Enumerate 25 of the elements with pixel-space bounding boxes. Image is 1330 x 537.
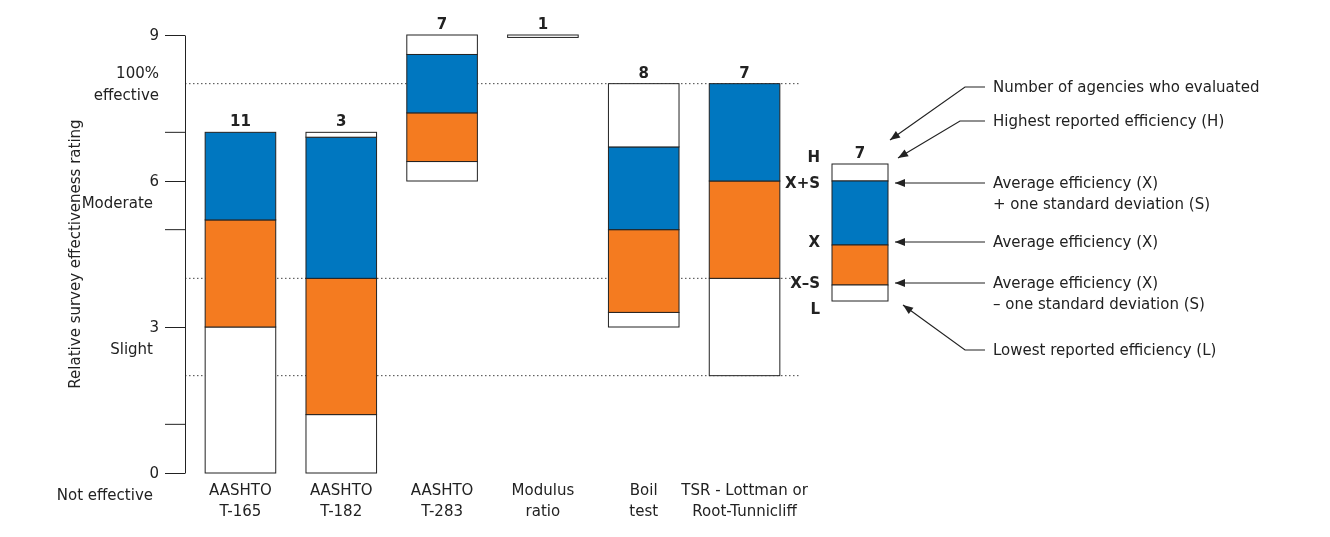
annotation: 7 [436,15,448,33]
x-tick-label: Modulus ratio [511,481,575,520]
annotation: 11 [230,112,251,131]
y-tick-label: 6 [149,172,159,191]
annotation: 1 [537,15,549,33]
annotation: 8 [638,63,649,82]
text: Moderate [81,193,153,212]
x-tick-label: AASHTO T-182 [309,481,373,520]
y-axis-title: Relative survey effectiveness rating [66,119,84,389]
x-tick-label: AASHTO T-165 [209,481,272,520]
annotation: X–S [790,273,820,292]
x-tick-label: TSR - Lottman or Root-Tunnicliff [680,481,809,520]
y-tick-label: 3 [149,318,159,337]
text: Not effective [56,485,153,504]
bar [507,34,579,38]
annotation: 7 [739,63,750,82]
x-tick-label: AASHTO T-283 [410,481,474,520]
y-tick-label: 9 [149,26,159,45]
annotation: X+S [785,173,820,192]
x-tick-label: Boil test [629,481,659,520]
y-tick-label: 0 [149,464,159,483]
ref-line-label: 100% effective [93,63,159,104]
key-diagram: H 7 X+S X X–S L Number of agencies who evaluated Highest reported efficiency (H) Average efficiency (X) + one standard deviation (S) Average efficiency (X) Average efficiency (X) – one standard deviation (S) Lowest reported efficiency (L) [785,77,1260,359]
annotation: 3 [336,112,347,131]
text: Slight [110,339,154,358]
